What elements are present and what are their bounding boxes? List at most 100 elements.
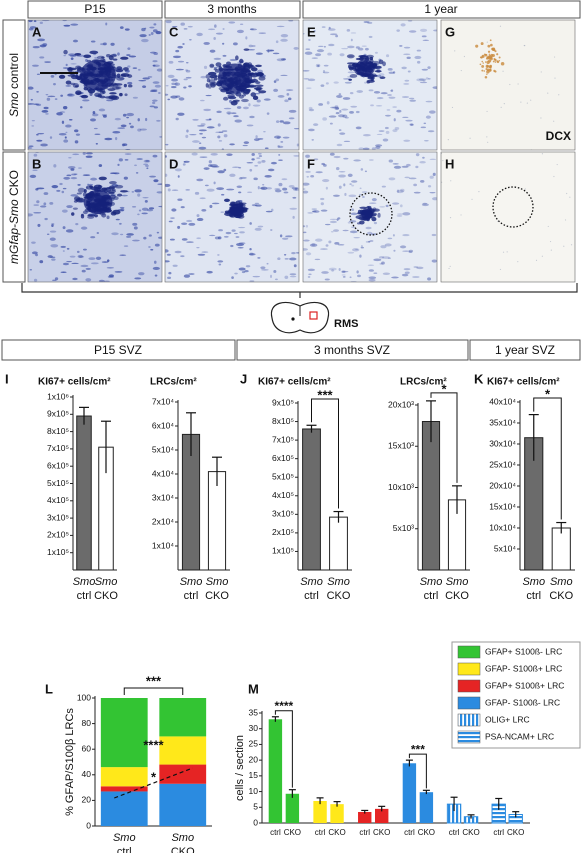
cell [229, 173, 236, 177]
blob-cell [120, 190, 128, 193]
speck [442, 159, 444, 162]
cell [422, 39, 430, 41]
charts: 1x10⁵ 2x10⁵ 3x10⁵ 4x10⁵ 5x10⁵ 6x10⁵ 7x10⁵ 8x10⁵… [5, 371, 581, 853]
blob-cell [112, 86, 120, 90]
cell [183, 160, 186, 163]
cell [242, 144, 248, 147]
cell [347, 221, 351, 224]
cell [371, 147, 376, 150]
cell [381, 261, 385, 265]
cell [222, 28, 225, 30]
cell [185, 134, 189, 139]
cell [358, 147, 364, 150]
blob-cell [254, 84, 264, 88]
blob-cell [240, 202, 247, 205]
cell [308, 39, 311, 41]
cell [350, 38, 353, 42]
cell [137, 68, 141, 71]
cell [380, 245, 387, 249]
cell [203, 41, 210, 45]
cell [370, 233, 378, 236]
legend-label: GFAP+ S100ß+ LRC [485, 680, 564, 690]
cell [353, 159, 361, 162]
bar [330, 804, 344, 823]
cell [308, 106, 313, 110]
cell [137, 118, 140, 122]
cell [324, 223, 331, 226]
cell [70, 57, 74, 61]
blob-core [229, 203, 245, 217]
chart-title: KI67+ cells/cm² [258, 377, 331, 388]
cell [134, 164, 138, 167]
cell [292, 215, 295, 219]
x-tick-label: CKO [507, 828, 524, 837]
cell [424, 140, 429, 142]
cell [62, 226, 66, 230]
cell [349, 230, 358, 234]
section-header-box [1, 339, 236, 361]
cell [305, 224, 309, 228]
cell [373, 272, 378, 274]
cell [392, 202, 400, 205]
cell [86, 183, 90, 186]
dcx-cell [493, 69, 496, 73]
bar [76, 415, 92, 571]
cell [368, 35, 373, 39]
cell [278, 159, 283, 161]
blob-cell [242, 91, 250, 95]
micrograph [28, 152, 162, 282]
blob-cell [94, 214, 98, 218]
cell [206, 188, 215, 192]
blob-cell [124, 93, 128, 97]
x-tick-label: CKO [549, 590, 573, 602]
cell [342, 229, 349, 232]
dcx-cell [485, 64, 489, 68]
chart-title: LRCs/cm² [400, 377, 447, 388]
cell [288, 109, 297, 113]
dcx-cell [488, 65, 492, 69]
cell [152, 60, 158, 63]
cell [403, 268, 411, 271]
cell [183, 78, 188, 81]
cell [221, 148, 224, 150]
cell [150, 248, 154, 251]
cell [349, 276, 352, 279]
blob-cell [82, 210, 88, 215]
bar-segment [100, 786, 148, 792]
cell [280, 74, 288, 77]
cell [303, 239, 310, 242]
cell [50, 74, 55, 78]
cell [328, 240, 332, 244]
cell [337, 244, 345, 246]
panel-letter: F [307, 156, 315, 171]
cell [374, 51, 378, 54]
cell [251, 153, 255, 156]
x-tick-label: Smo [446, 576, 469, 588]
blob-cell [364, 57, 370, 61]
cell [418, 78, 427, 81]
micrograph-border [302, 151, 438, 283]
cell [293, 127, 299, 130]
cell [132, 239, 140, 242]
cell [388, 96, 396, 99]
dcx-cell [488, 53, 491, 56]
cell [39, 56, 45, 59]
cell [66, 174, 72, 177]
cell [257, 152, 262, 155]
cell [117, 52, 120, 56]
cell [226, 111, 232, 115]
cell [126, 235, 132, 238]
cell [325, 186, 328, 190]
y-tick-label: 7x10⁵ [272, 434, 294, 444]
cell [63, 54, 67, 57]
cell [137, 128, 142, 132]
cell [36, 133, 39, 136]
cell [242, 106, 249, 110]
bar [302, 428, 321, 571]
cell [192, 140, 200, 143]
cell [46, 97, 51, 101]
cell [196, 178, 204, 182]
blob-cell [258, 76, 266, 81]
cell [123, 176, 128, 180]
cell [366, 231, 373, 235]
